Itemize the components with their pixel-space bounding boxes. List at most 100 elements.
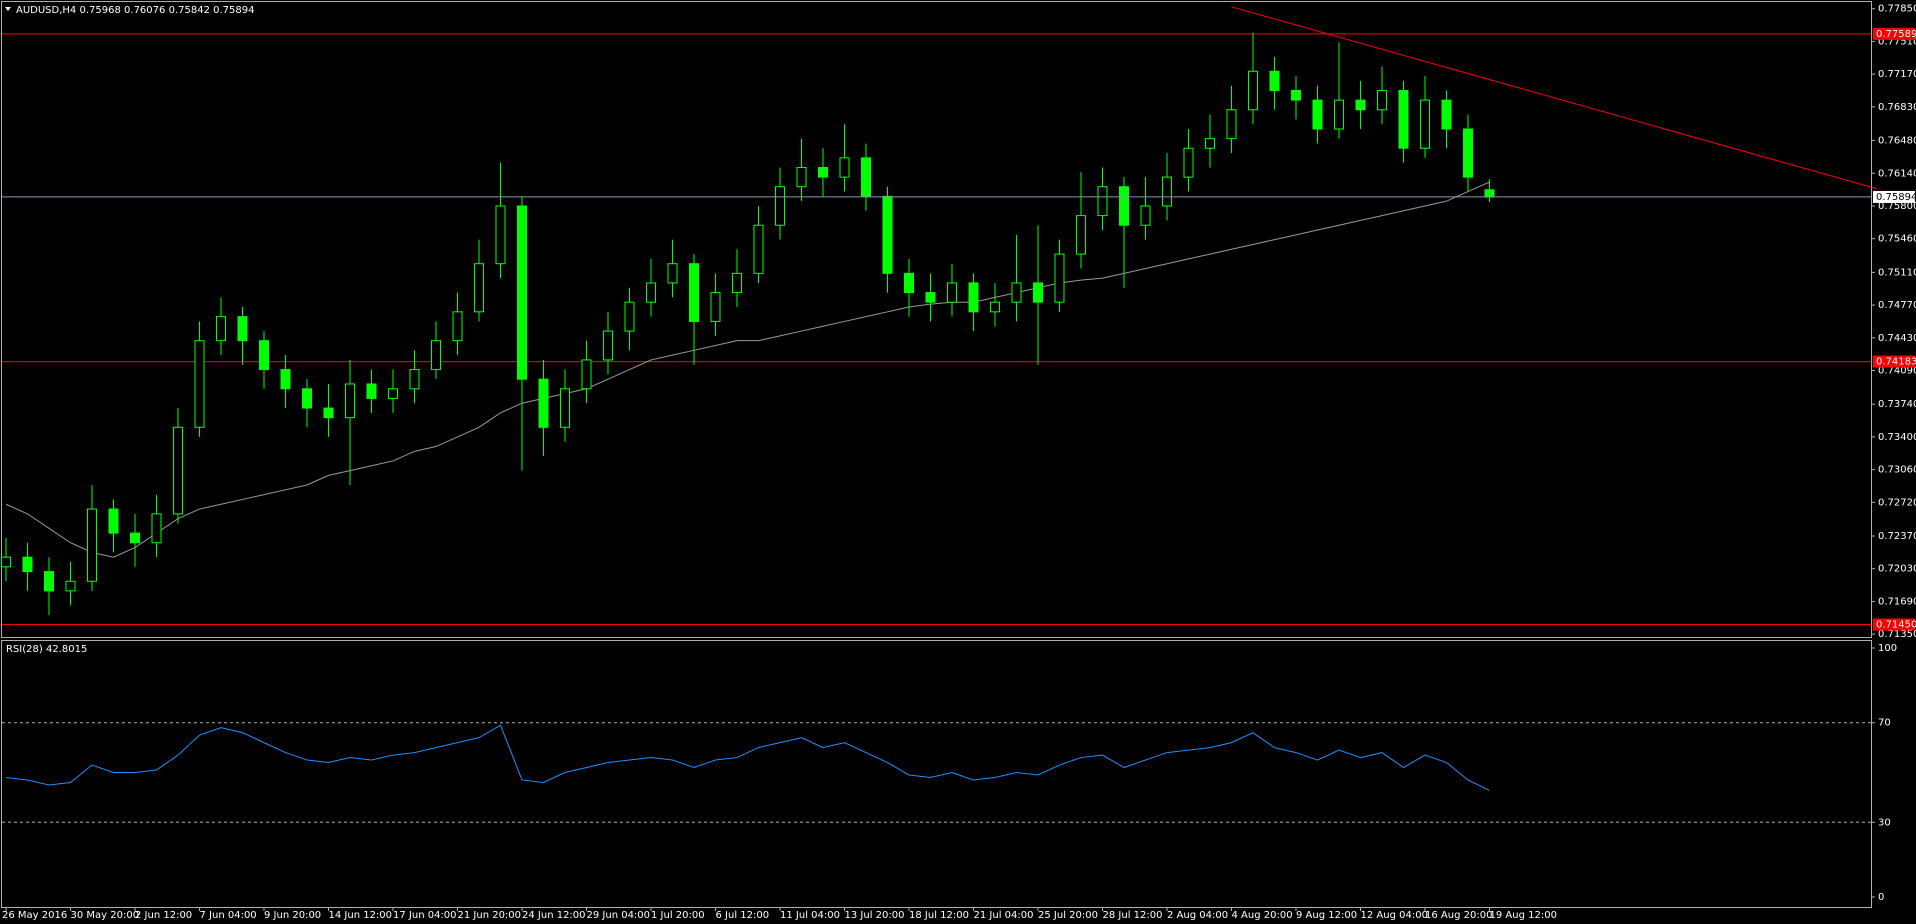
candle-body — [1291, 90, 1301, 101]
y-tick-label: 0.75110 — [1878, 267, 1916, 278]
candle-body — [732, 272, 742, 294]
candle-body — [1054, 253, 1065, 303]
candle-body — [646, 282, 656, 303]
candle-body — [1, 556, 11, 568]
x-tick-label: 21 Jun 20:00 — [458, 910, 522, 921]
candle-body — [280, 369, 291, 390]
candle-body — [216, 316, 226, 342]
x-tick-label: 18 Jul 12:00 — [909, 910, 969, 921]
candle-body — [366, 383, 377, 399]
candle-body — [1033, 282, 1043, 303]
candle-body — [1334, 99, 1344, 130]
trendline — [1231, 6, 1877, 190]
candle-body — [323, 407, 334, 419]
candle-body — [1441, 99, 1452, 130]
level-label: 0.71450 — [1876, 620, 1916, 631]
candle-body — [452, 311, 463, 342]
candle-body — [474, 263, 484, 313]
rsi-panel-frame — [1, 640, 1872, 908]
candle-body — [1119, 186, 1129, 226]
y-tick-label: 0.74770 — [1878, 300, 1916, 311]
candle-body — [1205, 138, 1215, 149]
candle-body — [1355, 99, 1366, 111]
candle-body — [1162, 176, 1172, 207]
x-tick-label: 12 Aug 04:00 — [1361, 910, 1428, 921]
candle-body — [753, 224, 764, 274]
candle-body — [1312, 99, 1323, 130]
x-tick-label: 21 Jul 04:00 — [974, 910, 1034, 921]
x-tick-label: 14 Jun 12:00 — [329, 910, 393, 921]
y-tick-label: 0.73400 — [1878, 432, 1916, 443]
y-tick-label: 0.71350 — [1878, 629, 1916, 640]
level-label-box — [1873, 27, 1915, 40]
header-close: 0.75894 — [213, 5, 254, 16]
candle-body — [1420, 99, 1430, 149]
candle-body — [882, 195, 893, 274]
candle-body — [345, 383, 355, 419]
symbol: AUDUSD,H4 — [16, 5, 76, 16]
y-tick-label: 0.72030 — [1878, 564, 1916, 575]
candle-body — [130, 532, 140, 544]
candle-body — [968, 282, 979, 313]
rsi-y-tick-label: 30 — [1878, 817, 1891, 828]
candle-body — [1269, 70, 1280, 92]
y-tick-label: 0.76140 — [1878, 168, 1916, 179]
candle-body — [1011, 282, 1022, 303]
rsi-y-tick-label: 70 — [1878, 718, 1891, 729]
candle-body — [1248, 70, 1258, 111]
moving-average — [5, 181, 1490, 558]
candle-body — [538, 378, 549, 428]
x-tick-label: 2 Jun 12:00 — [135, 910, 192, 921]
menu-triangle[interactable] — [5, 7, 11, 11]
level-label-box — [1873, 355, 1915, 368]
candle-body — [603, 330, 613, 361]
candle-body — [1076, 215, 1086, 255]
price-panel-frame — [1, 1, 1872, 638]
rsi-label: RSI(28) — [6, 644, 43, 655]
candle-body — [1398, 90, 1409, 149]
rsi-value: 42.8015 — [46, 644, 87, 655]
candle-body — [151, 513, 162, 544]
candle-body — [624, 301, 635, 332]
level-label-box — [1873, 618, 1915, 631]
header-high: 0.76076 — [124, 5, 165, 16]
rsi-line — [5, 724, 1490, 791]
candle-body — [495, 205, 506, 265]
x-tick-label: 9 Aug 12:00 — [1296, 910, 1357, 921]
y-tick-label: 0.72720 — [1878, 497, 1916, 508]
y-tick-label: 0.77170 — [1878, 69, 1916, 80]
y-tick-label: 0.71690 — [1878, 596, 1916, 607]
candle-body — [44, 571, 54, 592]
candle-body — [237, 316, 248, 342]
candle-body — [689, 263, 699, 322]
x-tick-label: 25 Jul 20:00 — [1038, 910, 1098, 921]
header-low: 0.75842 — [169, 5, 210, 16]
level-label: 0.77589 — [1876, 29, 1916, 40]
candle-body — [259, 340, 269, 371]
candle-body — [22, 556, 33, 573]
candle-body — [173, 426, 183, 515]
candle-body — [108, 508, 119, 534]
x-tick-label: 4 Aug 20:00 — [1232, 910, 1293, 921]
chart-header: AUDUSD,H4 0.75968 0.76076 0.75842 0.7589… — [16, 5, 254, 16]
candle-body — [947, 282, 957, 303]
candle-body — [990, 301, 1000, 313]
rsi-header: RSI(28) 42.8015 — [6, 644, 87, 655]
x-tick-label: 19 Aug 12:00 — [1490, 910, 1557, 921]
current-price-box — [1873, 190, 1915, 203]
x-tick-label: 13 Jul 20:00 — [845, 910, 905, 921]
y-tick-label: 0.72370 — [1878, 531, 1916, 542]
y-tick-label: 0.76830 — [1878, 102, 1916, 113]
candle-body — [925, 292, 936, 303]
y-tick-label: 0.74430 — [1878, 333, 1916, 344]
x-tick-label: 16 Aug 20:00 — [1425, 910, 1492, 921]
candle-body — [581, 359, 592, 390]
candle-body — [431, 340, 441, 371]
current-price-label: 0.75894 — [1876, 192, 1916, 203]
candle-body — [65, 580, 76, 592]
x-tick-label: 29 Jun 04:00 — [587, 910, 651, 921]
x-tick-label: 26 May 2016 — [2, 910, 67, 921]
